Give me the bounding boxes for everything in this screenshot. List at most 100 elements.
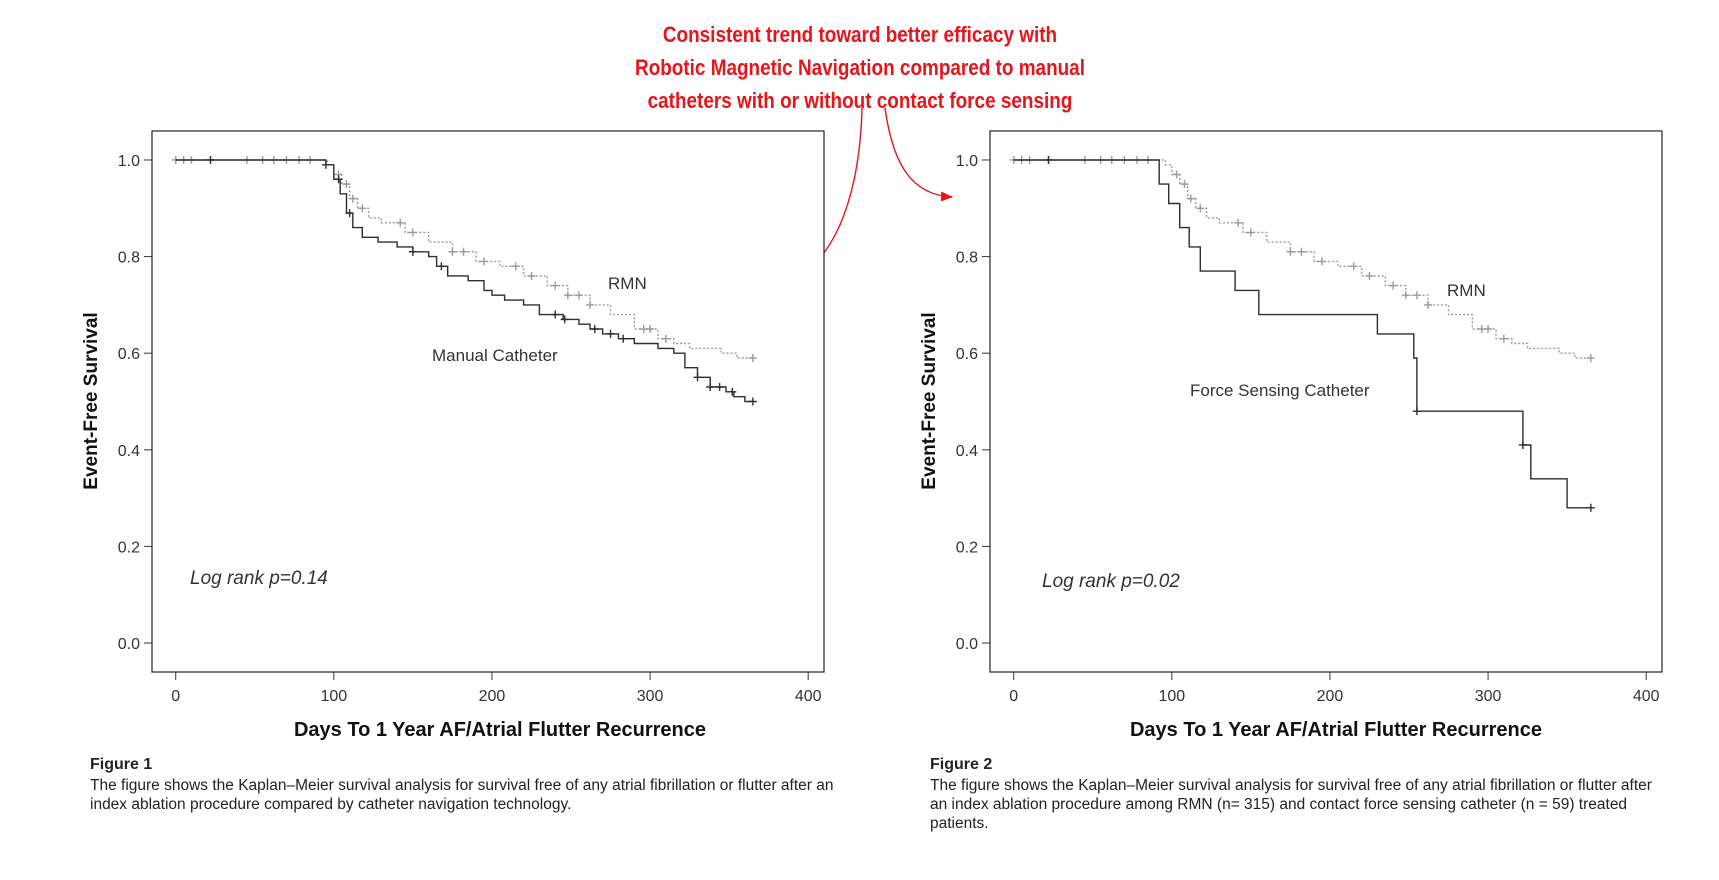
x-tick-label: 400	[795, 688, 822, 705]
x-tick-label: 300	[1475, 688, 1502, 705]
plot-frame	[151, 130, 825, 673]
censor-mark	[706, 383, 715, 392]
censor-mark	[748, 354, 757, 363]
chart-figure-2: 0.0 0.2 0.4 0.6 0.8 1.0 0 100 200 300 400 Event-F…	[919, 130, 1663, 741]
y-tick-label: 0.0	[956, 636, 978, 653]
x-tick-label: 200	[479, 688, 506, 705]
y-axis: 0.0 0.2 0.4 0.6 0.8 1.0	[956, 153, 990, 653]
censor-mark	[1518, 440, 1527, 449]
censor-mark	[206, 155, 215, 164]
censor-mark	[511, 262, 520, 271]
x-tick-label: 0	[171, 688, 180, 705]
censor-mark	[1586, 354, 1595, 363]
censor-mark	[358, 204, 367, 213]
chart-figure-1: 0.0 0.2 0.4 0.6 0.8 1.0 0 100 200 300 400 Event-F…	[81, 130, 825, 741]
y-tick-label: 1.0	[118, 153, 140, 170]
figure-1-description: The figure shows the Kaplan–Meier surviv…	[90, 777, 834, 813]
censor-mark	[1180, 180, 1189, 189]
censor-mark	[646, 325, 655, 334]
y-tick-label: 0.8	[956, 250, 978, 267]
x-tick-label: 200	[1317, 688, 1344, 705]
censor-mark	[748, 397, 757, 406]
censor-mark	[619, 334, 628, 343]
x-tick-label: 100	[320, 688, 347, 705]
censor-mark	[1401, 291, 1410, 300]
censor-mark	[1349, 262, 1358, 271]
annotation-line-2: Robotic Magnetic Navigation compared to …	[635, 55, 1085, 80]
y-tick-label: 0.8	[118, 250, 140, 267]
figure-2-description: The figure shows the Kaplan–Meier surviv…	[930, 777, 1652, 832]
x-axis-label: Days To 1 Year AF/Atrial Flutter Recurre…	[1130, 719, 1542, 741]
log-rank-p-value: Log rank p=0.02	[1042, 571, 1180, 592]
arrow-to-figure-2	[884, 107, 953, 202]
censor-mark	[1365, 271, 1374, 280]
survival-curves	[171, 155, 757, 406]
censor-mark	[1389, 281, 1398, 290]
survival-curves	[1009, 155, 1595, 512]
censor-mark	[728, 387, 737, 396]
censor-mark	[448, 247, 457, 256]
censor-mark	[1499, 334, 1508, 343]
censor-mark	[1297, 247, 1306, 256]
censor-mark	[1246, 228, 1255, 237]
censor-mark	[661, 334, 670, 343]
censor-mark	[437, 262, 446, 271]
y-tick-label: 0.6	[956, 346, 978, 363]
x-axis: 0 100 200 300 400	[171, 672, 822, 705]
y-tick-label: 0.6	[118, 346, 140, 363]
figure-2-title: Figure 2	[930, 756, 993, 773]
censor-mark	[1412, 291, 1421, 300]
censor-mark	[1586, 503, 1595, 512]
censor-mark	[1234, 218, 1243, 227]
censor-mark	[342, 180, 351, 189]
figure-1-title: Figure 1	[90, 756, 153, 773]
x-tick-label: 100	[1158, 688, 1185, 705]
log-rank-p-value: Log rank p=0.14	[190, 568, 328, 589]
censor-mark	[1423, 300, 1432, 309]
plot-frame	[989, 130, 1663, 673]
censor-mark	[1484, 325, 1493, 334]
censor-mark	[408, 228, 417, 237]
annotation-line-3: catheters with or without contact force …	[647, 88, 1073, 113]
censor-mark	[334, 175, 343, 184]
censor-mark	[1412, 407, 1421, 416]
censor-mark	[693, 373, 702, 382]
censor-mark	[551, 281, 560, 290]
censor-mark	[1286, 247, 1295, 256]
censor-mark	[408, 247, 417, 256]
figure-2-caption: Figure 2 The figure shows the Kaplan–Mei…	[930, 755, 1670, 833]
censor-mark	[585, 300, 594, 309]
y-axis: 0.0 0.2 0.4 0.6 0.8 1.0	[118, 153, 152, 653]
x-tick-label: 300	[637, 688, 664, 705]
y-axis-label: Event-Free Survival	[81, 312, 102, 489]
censor-mark	[459, 247, 468, 256]
series-label-rmn: RMN	[608, 274, 647, 293]
y-tick-label: 0.0	[118, 636, 140, 653]
x-tick-label: 400	[1633, 688, 1660, 705]
series-label-manual-catheter: Manual Catheter	[432, 346, 558, 365]
censor-mark	[551, 310, 560, 319]
x-axis-label: Days To 1 Year AF/Atrial Flutter Recurre…	[294, 719, 706, 741]
y-tick-label: 1.0	[956, 153, 978, 170]
censor-mark	[715, 383, 724, 392]
x-axis: 0 100 200 300 400	[1009, 672, 1660, 705]
censor-mark	[1044, 155, 1053, 164]
censor-mark	[321, 160, 330, 169]
y-tick-label: 0.4	[118, 443, 140, 460]
censor-mark	[1172, 170, 1181, 179]
y-tick-label: 0.4	[956, 443, 978, 460]
x-tick-label: 0	[1009, 688, 1018, 705]
censor-mark	[563, 291, 572, 300]
y-axis-label: Event-Free Survival	[919, 312, 940, 489]
censor-mark	[606, 329, 615, 338]
censor-mark	[480, 257, 489, 266]
series-line-rmn	[175, 159, 753, 359]
series-label-rmn: RMN	[1447, 281, 1486, 300]
y-tick-label: 0.2	[956, 539, 978, 556]
censor-mark	[1318, 257, 1327, 266]
censor-mark	[1196, 204, 1205, 213]
censor-mark	[1186, 194, 1195, 203]
annotation-line-1: Consistent trend toward better efficacy …	[662, 22, 1058, 47]
figure-1-caption: Figure 1 The figure shows the Kaplan–Mei…	[90, 755, 860, 814]
